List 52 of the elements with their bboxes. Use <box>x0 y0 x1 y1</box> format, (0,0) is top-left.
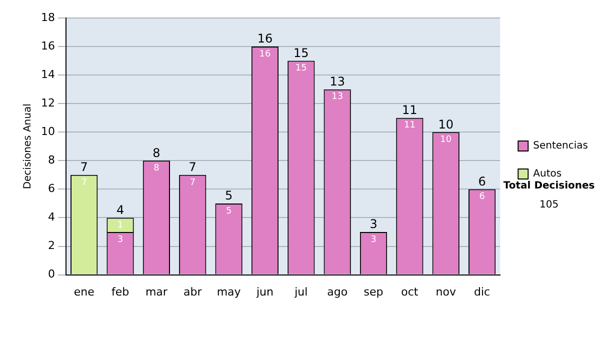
y-axis-title: Decisiones Anual <box>22 104 34 190</box>
total-label: 7 <box>80 160 88 174</box>
data-label: 13 <box>332 92 344 102</box>
data-label: 16 <box>259 49 271 60</box>
x-tick-label: may <box>216 285 242 298</box>
total-label: 10 <box>438 117 454 132</box>
x-tick-label: ago <box>327 285 348 298</box>
data-label: 1 <box>117 220 124 231</box>
x-tick-label: oct <box>401 285 419 298</box>
x-tick-label: abr <box>183 285 202 298</box>
data-label: 15 <box>295 64 307 74</box>
x-tick-label: sep <box>364 285 384 298</box>
y-tick-label: 4 <box>48 210 55 224</box>
text: Total Decisiones <box>503 180 595 192</box>
data-label: 8 <box>154 164 160 174</box>
data-label: 10 <box>440 134 452 145</box>
y-tick-label: 6 <box>48 182 55 196</box>
data-label: 3 <box>370 234 376 245</box>
y-tick-label: 2 <box>48 239 55 252</box>
total-label: 7 <box>188 160 196 174</box>
x-tick-label: ene <box>74 285 95 298</box>
y-tick-label: 8 <box>48 154 55 167</box>
total-label: 8 <box>152 146 160 160</box>
x-tick-label: feb <box>111 285 130 298</box>
y-tick-label: 10 <box>40 124 55 138</box>
x-tick-label: dic <box>474 285 490 298</box>
total-label: 15 <box>294 46 309 60</box>
y-tick-label: 18 <box>40 10 55 24</box>
legend-label: Sentencias <box>533 140 588 152</box>
total-label: 4 <box>116 202 124 217</box>
legend-label: Autos <box>533 168 562 180</box>
data-label: 5 <box>226 206 232 216</box>
x-tick-label: jun <box>255 285 274 298</box>
total-label: 3 <box>370 217 378 232</box>
total-label: 13 <box>330 74 345 88</box>
total-label: 16 <box>257 32 273 46</box>
y-tick-label: 16 <box>40 39 55 52</box>
total-label: 5 <box>224 188 233 203</box>
data-label: 11 <box>404 120 416 131</box>
data-label: 3 <box>117 234 124 245</box>
total-label: 11 <box>402 102 418 117</box>
y-tick-label: 14 <box>40 68 55 81</box>
x-tick-label: nov <box>436 285 456 298</box>
data-label: 7 <box>81 178 87 188</box>
x-tick-label: jul <box>294 285 308 298</box>
text: 105 <box>540 200 559 211</box>
x-tick-label: mar <box>145 285 168 298</box>
y-tick-label: 0 <box>48 268 55 281</box>
total-label: 6 <box>478 174 486 188</box>
y-tick-label: 12 <box>40 96 55 110</box>
data-label: 6 <box>479 192 486 202</box>
data-label: 7 <box>190 178 196 188</box>
